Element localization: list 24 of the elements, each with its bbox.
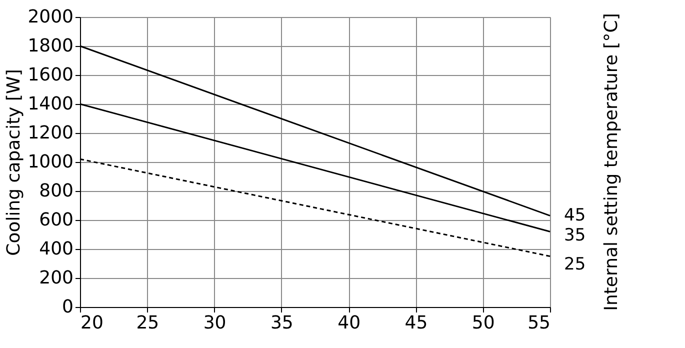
y-tick-label: 400 <box>39 238 74 260</box>
y-tick-label: 1400 <box>28 94 74 114</box>
y-tick-label: 600 <box>39 210 74 230</box>
y-tick-label: 1200 <box>28 122 74 144</box>
legend-title: Internal setting temperature [°C] <box>601 13 622 311</box>
x-tick-label: 45 <box>404 312 428 334</box>
x-tick-label: 40 <box>338 312 361 334</box>
y-tick-label: 1000 <box>28 152 74 172</box>
y-tick-label: 0 <box>62 296 74 318</box>
y-tick-label: 200 <box>39 268 74 288</box>
y-tick-label: 1800 <box>28 36 74 56</box>
x-tick-label: 35 <box>270 312 294 334</box>
x-tick-label: 55 <box>528 312 550 334</box>
y-tick-label: 1600 <box>28 64 74 86</box>
series-label: 35 <box>564 226 586 246</box>
y-axis-title: Cooling capacity [W] <box>4 69 25 256</box>
x-tick-label: 30 <box>203 312 226 334</box>
y-tick-label: 2000 <box>28 6 74 28</box>
x-tick-label: 50 <box>472 312 495 334</box>
x-tick-label: 20 <box>80 312 104 334</box>
x-tick-label: 25 <box>136 312 160 334</box>
series-label: 45 <box>564 206 586 226</box>
series-label: 25 <box>564 254 586 274</box>
y-tick-label: 800 <box>39 180 74 202</box>
